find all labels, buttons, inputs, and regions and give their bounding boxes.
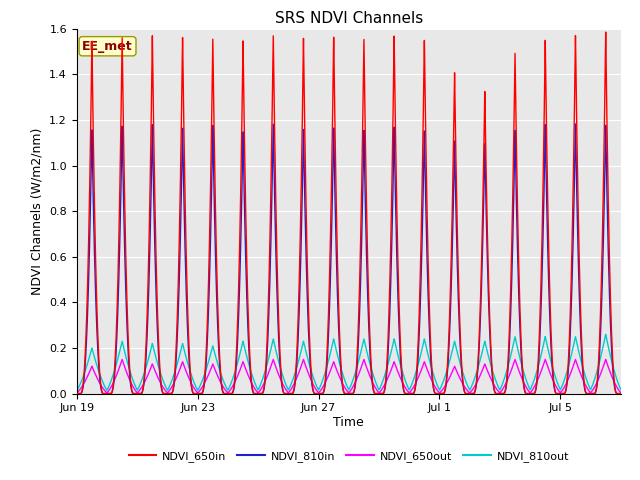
Legend: NDVI_650in, NDVI_810in, NDVI_650out, NDVI_810out: NDVI_650in, NDVI_810in, NDVI_650out, NDV… bbox=[124, 446, 573, 467]
X-axis label: Time: Time bbox=[333, 416, 364, 429]
Text: EE_met: EE_met bbox=[82, 40, 133, 53]
Y-axis label: NDVI Channels (W/m2/nm): NDVI Channels (W/m2/nm) bbox=[31, 128, 44, 295]
Title: SRS NDVI Channels: SRS NDVI Channels bbox=[275, 11, 423, 26]
